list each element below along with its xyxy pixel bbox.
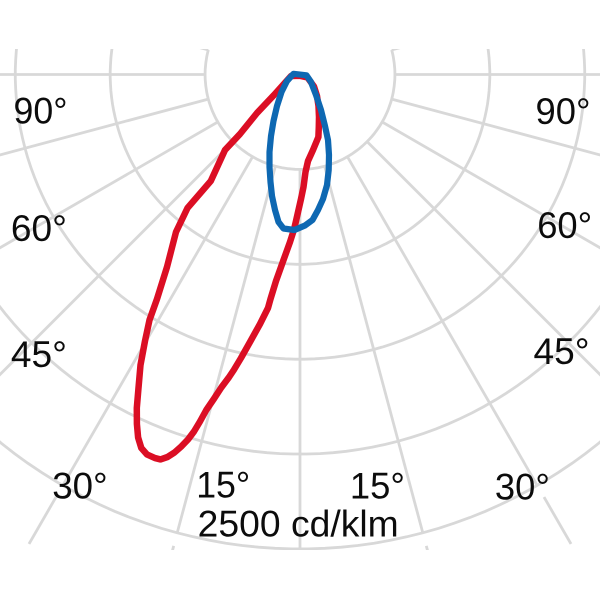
svg-text:15°: 15° bbox=[350, 466, 405, 507]
svg-text:30°: 30° bbox=[52, 466, 107, 507]
svg-text:60°: 60° bbox=[11, 208, 67, 249]
svg-text:45°: 45° bbox=[534, 331, 590, 372]
svg-text:2500 cd/klm: 2500 cd/klm bbox=[198, 504, 399, 545]
svg-text:90°: 90° bbox=[14, 91, 68, 132]
svg-text:90°: 90° bbox=[536, 91, 591, 132]
svg-text:30°: 30° bbox=[495, 467, 550, 508]
svg-text:60°: 60° bbox=[537, 205, 592, 246]
svg-text:45°: 45° bbox=[11, 334, 67, 375]
svg-text:15°: 15° bbox=[196, 465, 250, 506]
